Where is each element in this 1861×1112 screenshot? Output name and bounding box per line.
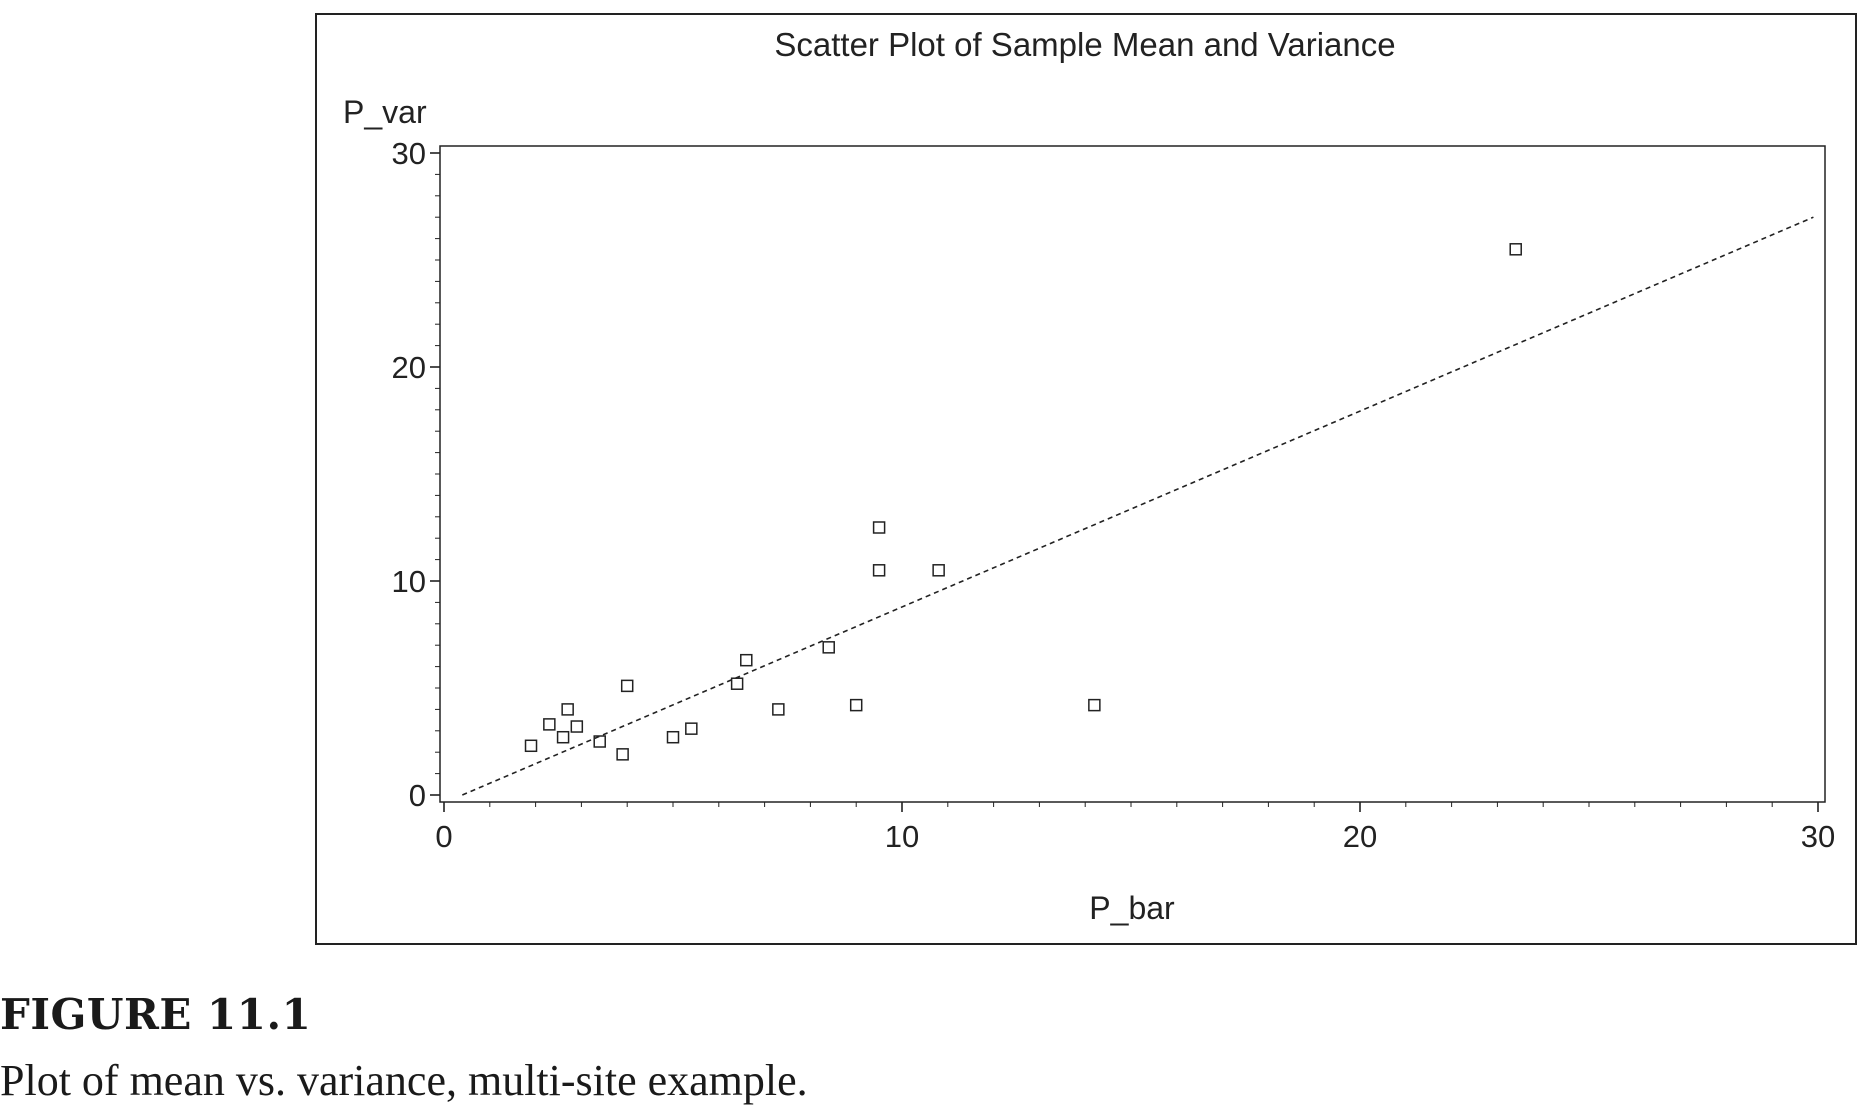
reference-line <box>462 216 1814 796</box>
x-tick-label: 30 <box>1801 819 1835 854</box>
data-point <box>561 703 574 716</box>
data-point <box>616 748 629 761</box>
plot-area <box>439 145 1826 803</box>
data-point <box>570 720 584 733</box>
data-point <box>849 698 863 712</box>
data-point <box>593 735 606 748</box>
chart-frame <box>315 13 1857 945</box>
figure-number: FIGURE 11.1 <box>0 990 312 1039</box>
y-axis-ticks: 0 10 20 30 <box>392 136 440 813</box>
data-point <box>872 521 886 534</box>
data-point <box>772 703 785 716</box>
data-point <box>666 730 680 744</box>
data-point <box>822 641 835 654</box>
y-tick-label: 20 <box>392 350 426 385</box>
x-tick-label: 0 <box>435 819 452 854</box>
data-point <box>932 564 945 577</box>
data-point <box>685 722 698 735</box>
data-point <box>543 718 556 731</box>
chart-title: Scatter Plot of Sample Mean and Variance <box>774 26 1395 63</box>
data-points <box>524 243 1522 761</box>
data-point <box>556 730 570 744</box>
x-tick-label: 10 <box>885 819 919 854</box>
y-axis-label: P_var <box>343 94 427 130</box>
data-point <box>740 653 753 667</box>
x-tick-label: 20 <box>1343 819 1377 854</box>
reference-line-group <box>462 216 1814 796</box>
x-axis-ticks: 0 10 20 30 <box>435 802 1835 854</box>
y-tick-label: 0 <box>409 778 426 813</box>
y-tick-label: 10 <box>392 564 426 599</box>
data-point <box>524 739 538 753</box>
data-point <box>620 679 634 693</box>
figure-caption: Plot of mean vs. variance, multi-site ex… <box>0 1056 808 1105</box>
y-tick-label: 30 <box>392 136 426 171</box>
data-point <box>1088 698 1101 712</box>
data-point <box>872 564 886 577</box>
data-point <box>730 677 744 690</box>
x-axis-label: P_bar <box>1089 890 1175 926</box>
data-point <box>1509 243 1522 256</box>
